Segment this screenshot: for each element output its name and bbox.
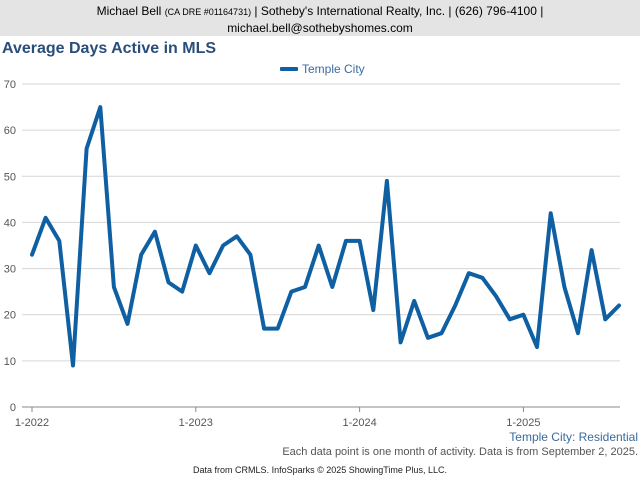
data-point[interactable] [439,330,445,336]
data-point[interactable] [179,289,185,295]
data-point[interactable] [261,326,267,332]
data-point[interactable] [234,233,240,239]
data-point[interactable] [616,303,622,309]
data-point[interactable] [302,284,308,290]
data-point[interactable] [29,252,35,258]
chart-legend[interactable]: Temple City [280,62,365,76]
data-point[interactable] [452,303,458,309]
x-tick-label: 1-2024 [342,417,376,429]
data-point[interactable] [207,270,213,276]
x-tick-label: 1-2025 [506,417,540,429]
data-point[interactable] [479,275,485,281]
data-point[interactable] [152,229,158,235]
data-point[interactable] [220,243,226,249]
y-tick-label: 20 [4,310,16,322]
data-point[interactable] [398,339,404,345]
data-point[interactable] [97,104,103,110]
agent-name: Michael Bell [96,4,162,18]
y-tick-label: 50 [4,171,16,183]
data-point[interactable] [316,243,322,249]
data-point[interactable] [370,307,376,313]
data-point[interactable] [125,321,131,327]
data-point[interactable] [288,289,294,295]
y-tick-label: 40 [4,217,16,229]
data-point[interactable] [561,284,567,290]
data-point[interactable] [520,312,526,318]
y-tick-label: 70 [4,79,16,91]
data-point[interactable] [70,363,76,369]
x-tick-label: 1-2022 [15,417,49,429]
data-point[interactable] [43,215,49,221]
data-point[interactable] [329,284,335,290]
data-point[interactable] [357,238,363,244]
data-point[interactable] [84,146,90,152]
agent-email[interactable]: michael.bell@sothebyshomes.com [227,21,413,35]
data-note: Each data point is one month of activity… [282,446,638,458]
agent-company-phone: | Sotheby's International Realty, Inc. |… [254,4,544,18]
legend-swatch [280,67,298,71]
data-point[interactable] [575,330,581,336]
data-point[interactable] [166,279,172,285]
data-point[interactable] [507,316,513,322]
chart-title: Average Days Active in MLS [2,40,217,57]
legend-label: Temple City [302,62,365,76]
agent-header-line-1: Michael Bell (CA DRE #01164731) | Sotheb… [0,3,640,20]
series-footnote: Temple City: Residential [509,430,638,444]
data-point[interactable] [493,293,499,299]
data-point[interactable] [247,252,253,258]
data-source: Data from CRMLS. InfoSparks © 2025 Showi… [193,465,447,475]
agent-header: Michael Bell (CA DRE #01164731) | Sotheb… [0,0,640,36]
data-point[interactable] [589,247,595,253]
data-point[interactable] [466,270,472,276]
series-layer [29,104,622,369]
data-point[interactable] [384,178,390,184]
data-point[interactable] [425,335,431,341]
series-line-temple-city[interactable] [30,105,621,368]
y-tick-label: 10 [4,356,16,368]
axes: 0 10 20 30 40 50 60 70 1-2022 1-2023 1-2024 1-2025 [4,79,620,429]
gridlines [22,83,620,362]
data-point[interactable] [534,344,540,350]
data-point[interactable] [411,298,417,304]
x-tick-label: 1-2023 [179,417,213,429]
data-point[interactable] [138,252,144,258]
y-tick-label: 0 [10,402,16,414]
y-tick-label: 60 [4,125,16,137]
y-tick-label: 30 [4,264,16,276]
data-point[interactable] [275,326,281,332]
data-point[interactable] [602,316,608,322]
agent-dre-number: (CA DRE #01164731) [164,7,252,17]
data-point[interactable] [343,238,349,244]
data-point[interactable] [111,284,117,290]
data-point[interactable] [56,238,62,244]
data-point[interactable] [193,243,199,249]
data-point[interactable] [548,210,554,216]
